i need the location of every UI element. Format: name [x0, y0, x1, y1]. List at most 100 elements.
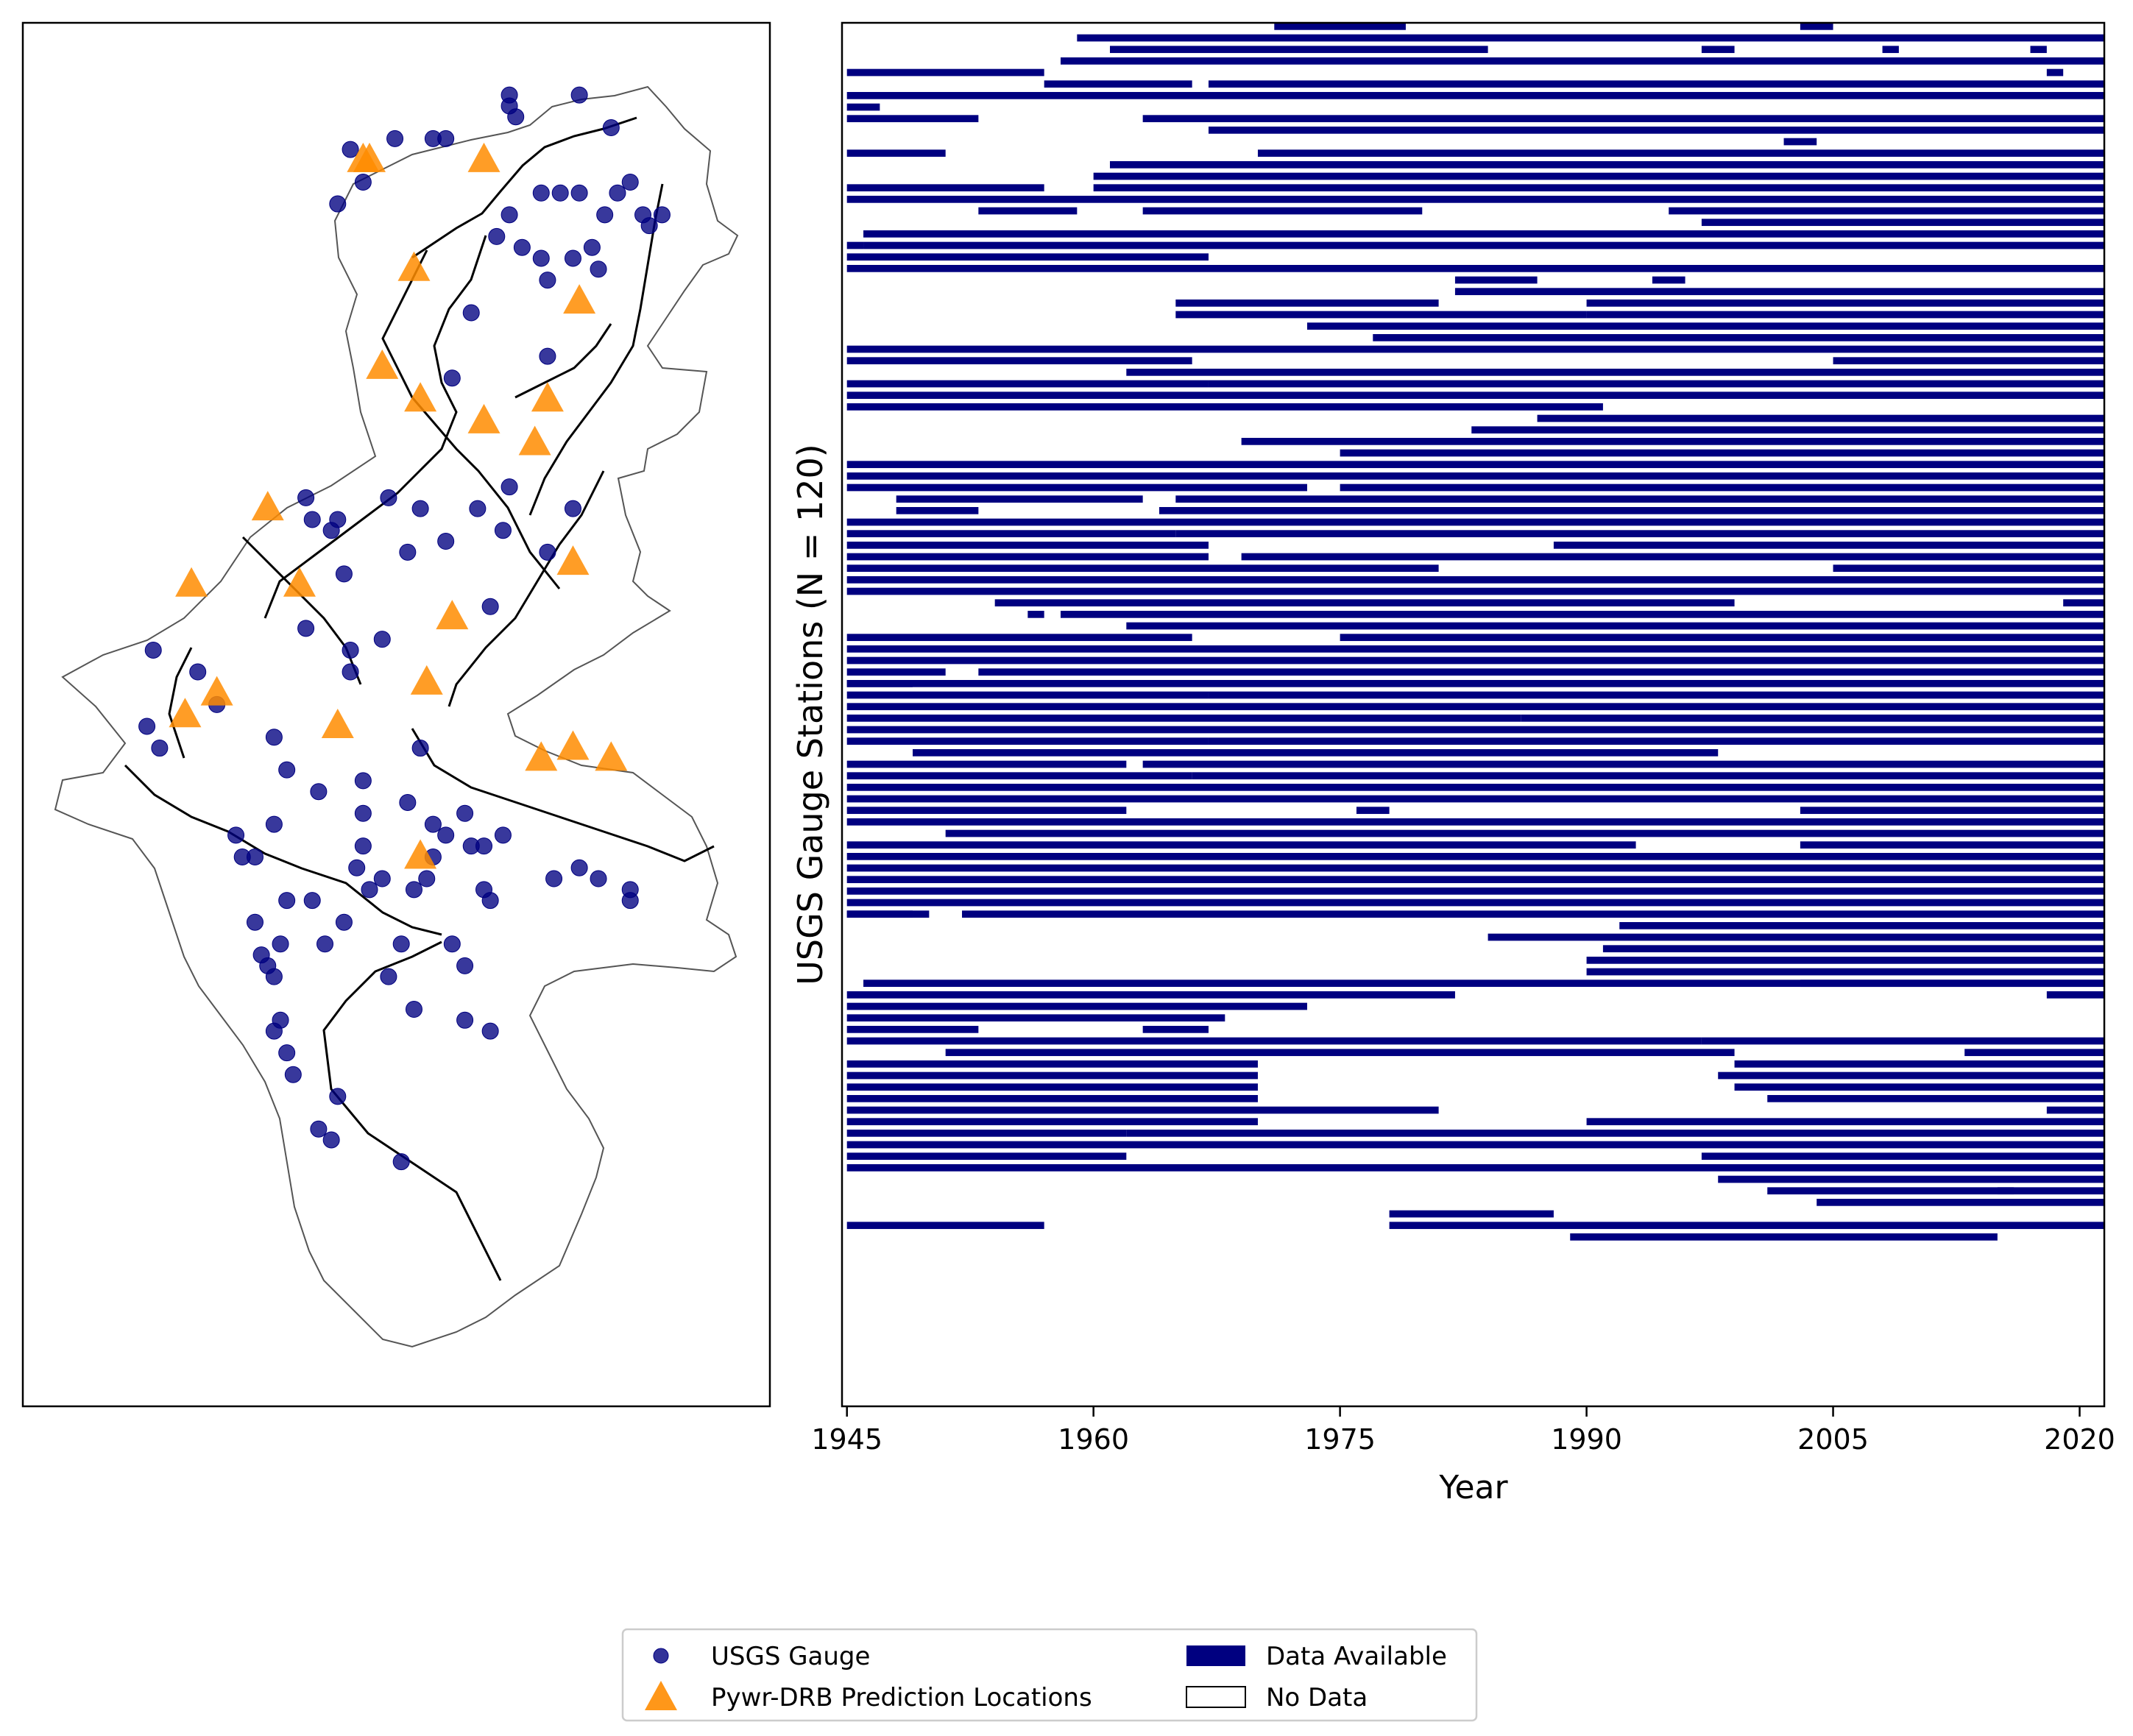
- gauge-point: [138, 718, 156, 735]
- availability-bar: [846, 760, 1127, 768]
- availability-bar: [1817, 1199, 2104, 1206]
- gauge-point: [354, 837, 372, 855]
- availability-bar: [1652, 276, 1685, 284]
- gauge-point: [405, 881, 422, 899]
- legend-entry-gauge: USGS Gauge: [653, 1642, 870, 1671]
- gauge-point: [322, 1131, 340, 1149]
- availability-bar: [1142, 115, 2104, 123]
- availability-bar: [846, 841, 1636, 849]
- availability-bar: [978, 668, 2104, 676]
- availability-bar: [846, 703, 2104, 711]
- prediction-point: [404, 839, 437, 869]
- gauge-point: [373, 870, 391, 888]
- availability-bar: [846, 1037, 1702, 1045]
- availability-bar: [863, 241, 2104, 249]
- availability-bar: [1109, 46, 1488, 54]
- gauge-point: [342, 641, 359, 659]
- availability-bar: [1060, 864, 2104, 872]
- availability-bar: [846, 772, 1192, 780]
- river-trib-c: [514, 323, 612, 399]
- availability-bar: [1142, 207, 1423, 215]
- x-tick-label: 2020: [2044, 1423, 2115, 1456]
- gauge-point: [456, 1011, 474, 1029]
- gauge-point: [570, 86, 588, 104]
- availability-bar: [896, 507, 979, 514]
- prediction-point: [321, 708, 354, 738]
- availability-bar: [1175, 300, 1439, 307]
- availability-bar: [1175, 495, 2104, 503]
- gauge-points: [138, 86, 671, 1171]
- gauge-point: [500, 97, 518, 115]
- gauge-point: [303, 892, 321, 910]
- availability-bar: [846, 1071, 1258, 1080]
- availability-bar: [1767, 1095, 2104, 1102]
- gauge-point: [411, 500, 429, 517]
- availability-bar: [846, 103, 880, 111]
- prediction-point: [404, 382, 437, 412]
- availability-bar: [1734, 1083, 2104, 1091]
- gauge-point: [564, 500, 581, 517]
- gauge-point: [278, 761, 296, 779]
- gauge-point: [399, 794, 417, 812]
- availability-bar: [846, 899, 2104, 907]
- availability-bar: [846, 403, 1603, 411]
- gauge-point: [335, 913, 353, 931]
- availability-bar: [2063, 599, 2104, 607]
- availability-bar: [1208, 691, 2104, 699]
- prediction-point: [366, 349, 399, 379]
- gauge-point: [265, 729, 283, 746]
- gauge-point: [551, 184, 569, 202]
- availability-bar: [846, 542, 1209, 549]
- x-axis-label: Year: [1438, 1469, 1508, 1506]
- gauge-point: [481, 1022, 499, 1040]
- availability-bar: [846, 92, 2104, 99]
- availability-bar: [1257, 149, 2104, 157]
- availability-bar: [1521, 715, 2104, 722]
- availability-bar: [846, 1083, 1258, 1091]
- availability-bar: [846, 1106, 1439, 1114]
- gauge-point: [265, 815, 283, 833]
- availability-bar: [1208, 127, 2104, 134]
- availability-bar: [1142, 760, 2104, 768]
- prediction-point: [556, 730, 590, 760]
- availability-bar: [846, 645, 2104, 653]
- prediction-point: [251, 491, 284, 521]
- availability-bar: [1619, 922, 2104, 929]
- availability-bar: [846, 668, 946, 676]
- gauge-point: [424, 815, 442, 833]
- legend-marker-gauge: [653, 1648, 669, 1664]
- availability-bar: [846, 726, 2104, 734]
- gauge-point: [602, 119, 620, 137]
- gauge-point: [265, 1022, 283, 1040]
- availability-bar: [1241, 553, 2104, 561]
- gauge-point: [227, 826, 245, 844]
- availability-bar: [1800, 979, 2104, 988]
- gauge-point: [189, 663, 207, 681]
- gauge-point: [443, 935, 461, 953]
- prediction-point: [525, 741, 558, 771]
- legend-entry-no-data: No Data: [1186, 1683, 1368, 1712]
- gauge-point: [481, 892, 499, 910]
- gauge-point: [265, 968, 283, 985]
- availability-bar: [2046, 991, 2104, 999]
- river-schuylkill: [124, 764, 442, 936]
- availability-bar: [846, 910, 930, 918]
- availability-bar: [1454, 276, 1538, 284]
- availability-bar: [1044, 80, 1192, 88]
- gauge-point: [354, 173, 372, 191]
- availability-bar: [863, 979, 2104, 988]
- availability-bar: [846, 357, 1192, 365]
- gauge-point: [500, 206, 518, 224]
- gauge-point: [342, 663, 359, 681]
- availability-bar: [1537, 414, 2104, 422]
- availability-bar: [846, 564, 1439, 573]
- availability-bar: [994, 599, 1735, 607]
- gauge-point: [481, 598, 499, 615]
- availability-bar: [1718, 1071, 2104, 1080]
- availability-bar: [1783, 138, 1817, 146]
- gauge-point: [532, 184, 550, 202]
- x-tick-label: 1975: [1304, 1423, 1376, 1456]
- availability-bar: [1159, 507, 2104, 514]
- availability-bar: [846, 1222, 1044, 1230]
- availability-bar: [1570, 1233, 1998, 1241]
